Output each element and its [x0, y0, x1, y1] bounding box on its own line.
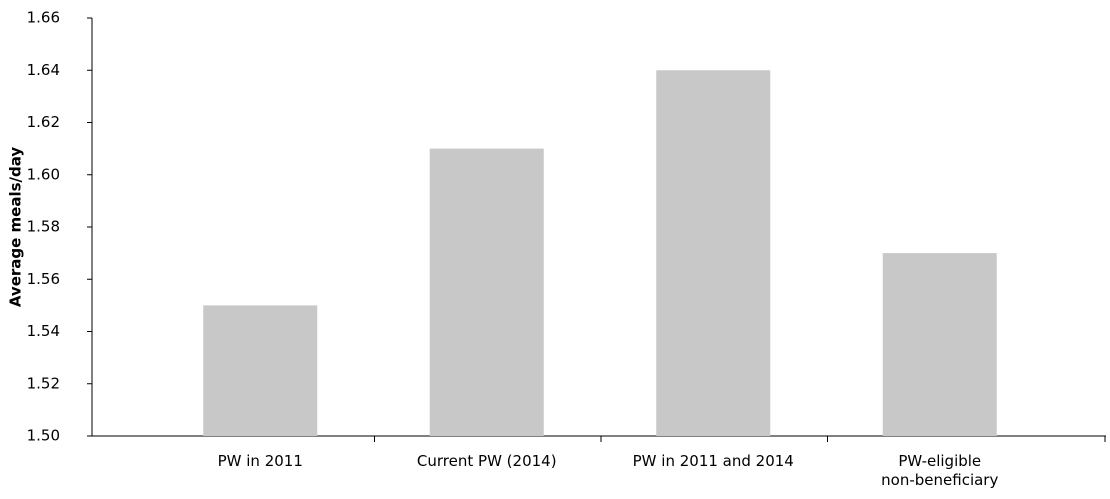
bar	[656, 70, 771, 436]
bar	[882, 253, 997, 436]
x-tick-label: PW-eligible non-beneficiary	[881, 452, 999, 489]
y-tick-label: 1.50	[27, 427, 60, 445]
x-tick-label: Current PW (2014)	[416, 452, 557, 470]
bar	[429, 148, 544, 436]
y-tick-label: 1.56	[27, 270, 60, 288]
y-axis-label: Average meals/day	[7, 147, 25, 308]
y-tick-label: 1.62	[27, 113, 60, 131]
y-tick-label: 1.64	[27, 61, 60, 79]
y-tick-label: 1.60	[27, 165, 60, 183]
y-tick-label: 1.52	[27, 374, 60, 392]
y-tick-label: 1.66	[27, 9, 60, 27]
x-tick-label: PW in 2011 and 2014	[632, 452, 794, 470]
y-tick-label: 1.58	[27, 218, 60, 236]
bar	[203, 305, 318, 436]
x-tick-label: PW in 2011	[217, 452, 303, 470]
y-tick-label: 1.54	[27, 322, 60, 340]
